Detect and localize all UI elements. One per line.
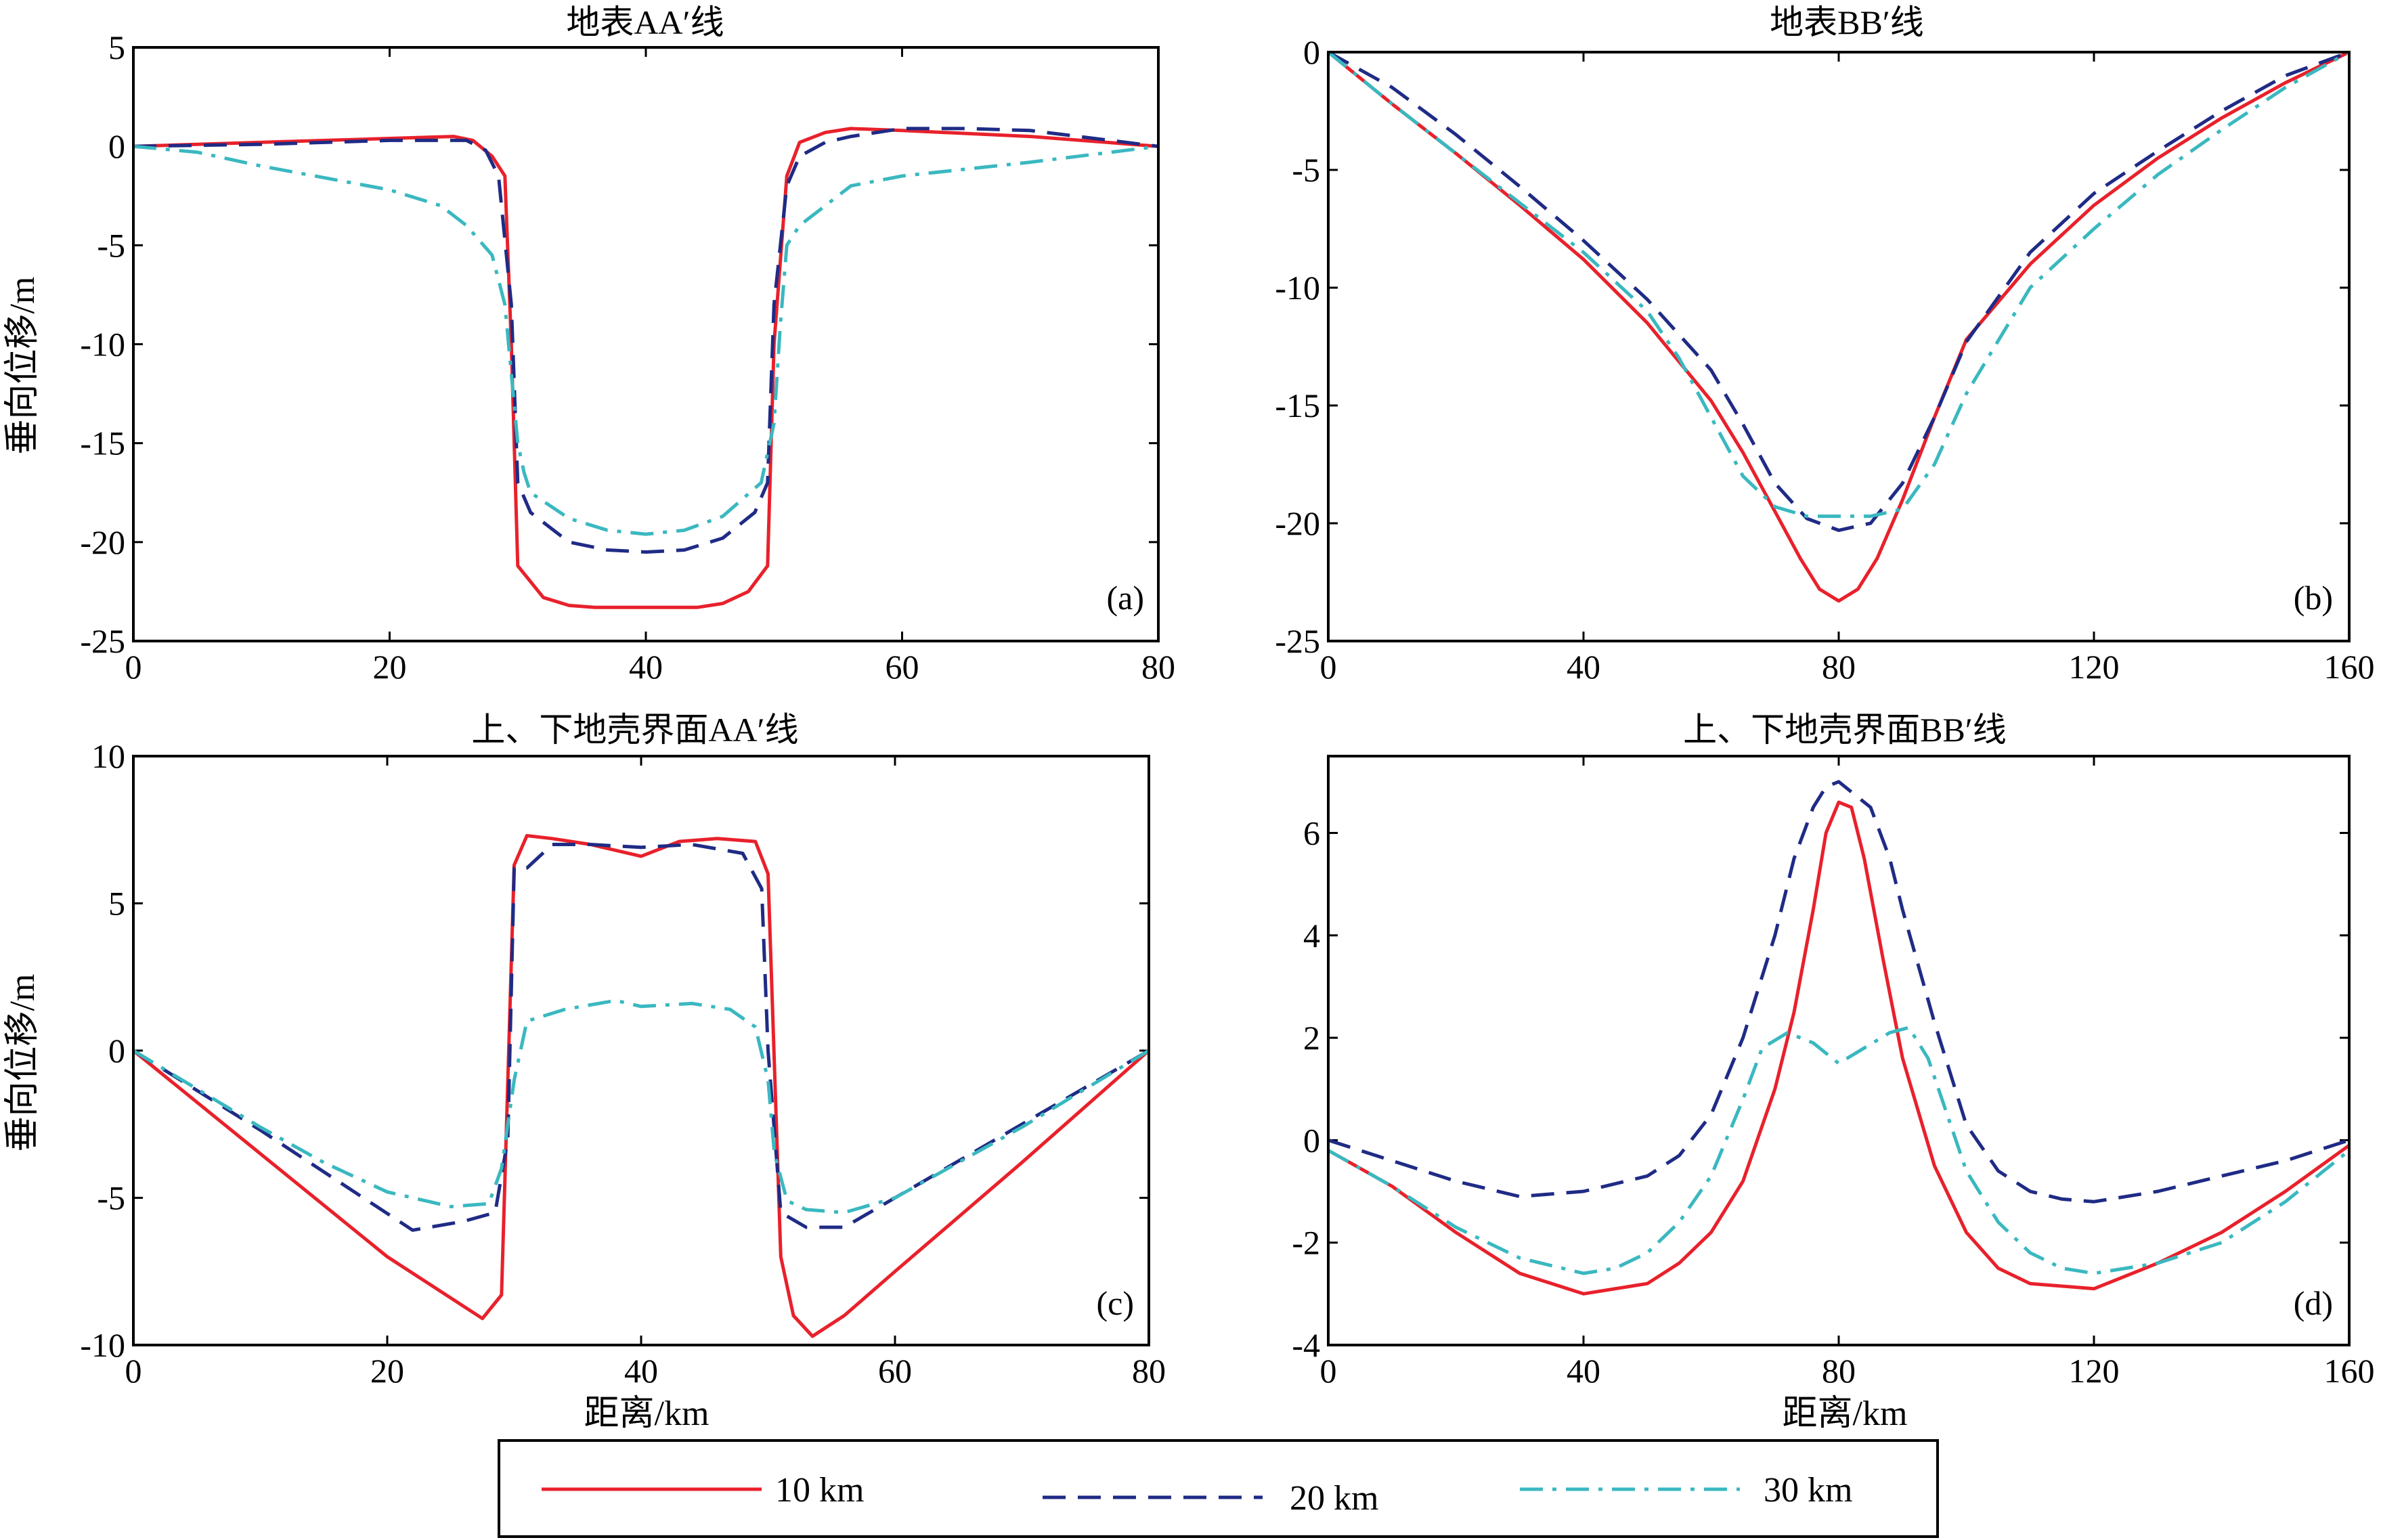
panel-b-ytick-label: -10 bbox=[1275, 269, 1320, 307]
panel-a-ytick-label: -5 bbox=[97, 226, 125, 264]
panel-a-ytick-label: -25 bbox=[80, 622, 125, 660]
panel-d-label: (d) bbox=[2294, 1284, 2333, 1322]
panel-d: 上、下地壳界面BB′线 0 40 80 120 160 6 4 2 0 -2 -4 (d) 距离/k… bbox=[1292, 711, 2374, 1433]
panel-a-xtick-label: 0 bbox=[125, 648, 142, 686]
panel-b-xtick-label: 120 bbox=[2069, 648, 2120, 686]
panel-b-label: (b) bbox=[2294, 579, 2333, 617]
panel-b-ytick-label: -5 bbox=[1292, 151, 1320, 189]
panel-c-xtick-label: 0 bbox=[125, 1352, 142, 1390]
panel-c-ytick-label: 10 bbox=[91, 737, 125, 775]
legend-label-20km: 20 km bbox=[1290, 1479, 1378, 1518]
panel-c-series-20km bbox=[132, 843, 1150, 1232]
panel-a-xtick-label: 80 bbox=[1141, 648, 1175, 686]
panel-b-plot-frame bbox=[1327, 51, 2351, 642]
panel-c: 上、下地壳界面AA′线 0 20 40 60 80 10 5 0 -5 -10 (c) 垂向位移/… bbox=[3, 711, 1166, 1433]
panel-a-xtick-label: 60 bbox=[886, 648, 919, 686]
panel-b-series-20km bbox=[1327, 50, 2350, 532]
panel-a-xtick-label: 40 bbox=[629, 648, 663, 686]
panel-b-ytick-label: -15 bbox=[1275, 387, 1320, 424]
panel-a-label: (a) bbox=[1107, 579, 1145, 617]
panel-d-ytick-label: 0 bbox=[1303, 1121, 1320, 1159]
panel-b-ytick-label: -25 bbox=[1275, 622, 1320, 660]
panel-b-series-30km bbox=[1327, 50, 2351, 519]
panel-c-label: (c) bbox=[1097, 1284, 1135, 1322]
panel-b-xtick-label: 160 bbox=[2324, 648, 2375, 686]
panel-b-xtick-label: 0 bbox=[1320, 648, 1337, 686]
panel-c-ytick-label: -10 bbox=[80, 1326, 125, 1364]
panel-b-xtick-label: 40 bbox=[1567, 648, 1600, 686]
panel-c-xtick-label: 20 bbox=[370, 1352, 404, 1390]
panel-b-xtick-label: 80 bbox=[1822, 648, 1856, 686]
panel-d-xtick-label: 80 bbox=[1822, 1352, 1856, 1390]
panel-c-series-10km bbox=[132, 834, 1150, 1338]
panel-a-title: 地表AA′线 bbox=[566, 3, 724, 41]
panel-a-series-10km bbox=[133, 127, 1159, 609]
panel-c-ytick-label: 5 bbox=[108, 885, 125, 923]
panel-d-series-10km bbox=[1327, 800, 2351, 1296]
panel-b-ytick-label: -20 bbox=[1275, 504, 1320, 542]
legend-label-10km: 10 km bbox=[775, 1471, 864, 1510]
panel-c-ytick-label: -5 bbox=[97, 1179, 125, 1217]
panel-c-ytick-label: 0 bbox=[108, 1032, 125, 1070]
panel-d-ytick-label: 4 bbox=[1303, 917, 1320, 954]
panel-a-plot-frame bbox=[132, 46, 1160, 642]
panel-b-series-10km bbox=[1327, 50, 2351, 603]
panel-d-xlabel: 距离/km bbox=[1783, 1394, 1908, 1433]
legend-label-30km: 30 km bbox=[1764, 1471, 1852, 1510]
panel-b: 地表BB′线 0 40 80 120 160 0 -5 -10 -15 -20 -25 (b) bbox=[1275, 3, 2374, 686]
panel-d-ytick-label: 6 bbox=[1303, 814, 1320, 852]
panel-c-xtick-label: 80 bbox=[1132, 1352, 1166, 1390]
panel-c-xtick-label: 40 bbox=[624, 1352, 658, 1390]
panel-a-ytick-label: -15 bbox=[80, 424, 125, 462]
panel-a: 地表AA′线 0 20 40 60 80 5 0 -5 -10 -15 -20 -25 (a) 垂向位… bbox=[3, 3, 1175, 686]
panel-a-ytick-label: -10 bbox=[80, 326, 125, 364]
panel-d-series-20km bbox=[1328, 780, 2350, 1204]
panel-d-xtick-label: 0 bbox=[1320, 1352, 1337, 1390]
panel-d-series-30km bbox=[1327, 1026, 2351, 1275]
panel-a-ytick-label: 0 bbox=[108, 127, 125, 165]
panel-c-series-30km bbox=[132, 998, 1150, 1214]
panel-d-xtick-label: 40 bbox=[1567, 1352, 1600, 1390]
panel-d-title: 上、下地壳界面BB′线 bbox=[1683, 711, 2007, 749]
panel-a-series-30km bbox=[133, 144, 1159, 536]
legend-box bbox=[498, 1439, 1939, 1538]
panel-c-ylabel: 垂向位移/m bbox=[3, 974, 42, 1152]
panel-a-series-20km bbox=[133, 127, 1159, 554]
panel-d-xtick-label: 120 bbox=[2069, 1352, 2120, 1390]
panel-c-plot-frame bbox=[132, 755, 1150, 1346]
legend: 10 km 20 km 30 km bbox=[498, 1439, 1939, 1538]
panel-a-ytick-label: -20 bbox=[80, 523, 125, 561]
panel-d-ytick-label: -4 bbox=[1292, 1326, 1320, 1364]
panel-a-ylabel: 垂向位移/m bbox=[3, 277, 42, 455]
panel-b-ytick-label: 0 bbox=[1303, 33, 1320, 71]
panel-c-title: 上、下地壳界面AA′线 bbox=[471, 711, 798, 749]
panel-d-plot-frame bbox=[1327, 755, 2351, 1346]
panel-b-title: 地表BB′线 bbox=[1770, 3, 1924, 41]
panel-a-xtick-label: 20 bbox=[373, 648, 407, 686]
panel-c-xlabel: 距离/km bbox=[584, 1394, 709, 1433]
panel-d-ytick-label: -2 bbox=[1292, 1224, 1320, 1262]
panel-d-ytick-label: 2 bbox=[1303, 1019, 1320, 1057]
panel-d-xtick-label: 160 bbox=[2324, 1352, 2375, 1390]
panel-a-ytick-label: 5 bbox=[108, 28, 125, 66]
panel-c-xtick-label: 60 bbox=[878, 1352, 912, 1390]
